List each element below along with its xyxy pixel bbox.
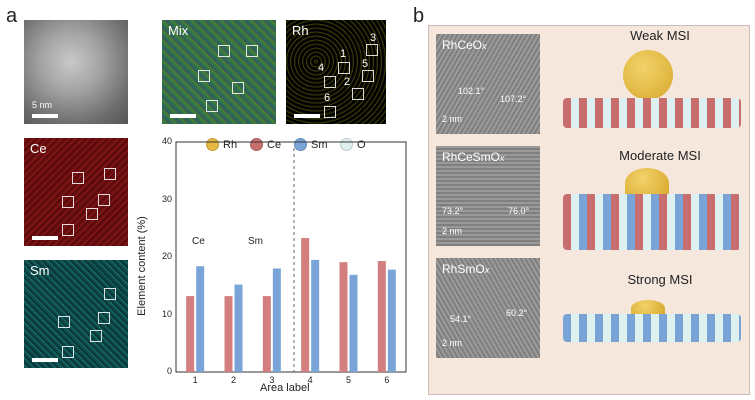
rh-box bbox=[338, 62, 350, 74]
tem-rhsmox: RhSmOx 54.1° 60.2° 2 nm bbox=[436, 258, 540, 358]
legend-o: O bbox=[340, 138, 366, 151]
stem-scale-text: 5 nm bbox=[32, 100, 53, 110]
mix-box bbox=[232, 82, 244, 94]
annotation-sm: Sm bbox=[248, 236, 263, 247]
rh-box bbox=[362, 70, 374, 82]
tem-rhsmox-label: RhSmOx bbox=[442, 262, 490, 276]
rh-label: Rh bbox=[292, 23, 309, 38]
rh-box-number: 4 bbox=[318, 62, 325, 74]
bar-sm-2 bbox=[234, 284, 243, 372]
bar-ce-1 bbox=[186, 296, 195, 372]
sm-box bbox=[62, 346, 74, 358]
rh-box-number: 2 bbox=[344, 76, 351, 88]
mix-scalebar bbox=[170, 114, 196, 118]
sm-box bbox=[58, 316, 70, 328]
tem-scale: 2 nm bbox=[442, 226, 463, 236]
tem-rhcesmox-label: RhCeSmOx bbox=[442, 150, 505, 164]
rh-box-number: 6 bbox=[324, 92, 331, 104]
y-tick-label: 20 bbox=[161, 251, 172, 261]
msi-moderate-label: Moderate MSI bbox=[619, 148, 701, 163]
sm-scalebar bbox=[32, 358, 58, 362]
rh-box-number: 5 bbox=[362, 58, 369, 70]
rh-box-number: 1 bbox=[340, 48, 347, 60]
ce-box bbox=[72, 172, 84, 184]
bar-ce-2 bbox=[224, 296, 233, 372]
bar-ce-6 bbox=[377, 261, 386, 372]
rh-box-number: 3 bbox=[370, 32, 377, 44]
bar-sm-1 bbox=[196, 266, 205, 372]
ce-box bbox=[104, 168, 116, 180]
moderate-msi-schematic bbox=[555, 164, 745, 254]
strong-msi-schematic bbox=[555, 288, 745, 358]
msi-strong-label: Strong MSI bbox=[627, 272, 693, 287]
angle-left: 54.1° bbox=[450, 314, 472, 324]
sm-box bbox=[104, 288, 116, 300]
rh-box bbox=[352, 88, 364, 100]
panel-b-letter: b bbox=[413, 5, 425, 27]
y-axis-label: Element content (%) bbox=[136, 216, 148, 316]
sm-box bbox=[98, 312, 110, 324]
annotation-ce: Ce bbox=[192, 236, 205, 247]
rh-map: Rh 1 2 3 4 5 6 bbox=[286, 20, 386, 124]
bar-sm-4 bbox=[311, 259, 320, 372]
tem-rhceox-label: RhCeOx bbox=[442, 38, 487, 52]
bar-sm-3 bbox=[272, 268, 281, 372]
weak-msi-schematic bbox=[555, 44, 745, 136]
mix-box bbox=[206, 100, 218, 112]
tem-rhcesmox: RhCeSmOx 73.2° 76.0° 2 nm bbox=[436, 146, 540, 246]
stem-scalebar bbox=[32, 114, 58, 118]
y-tick-label: 0 bbox=[166, 366, 172, 376]
sm-map: Sm bbox=[24, 260, 128, 368]
sm-box bbox=[90, 330, 102, 342]
bar-sm-6 bbox=[387, 269, 396, 372]
ce-scalebar bbox=[32, 236, 58, 240]
plot-frame bbox=[175, 141, 407, 373]
x-tick-label: 1 bbox=[192, 375, 198, 385]
ce-map: Ce bbox=[24, 138, 128, 246]
ce-box bbox=[98, 194, 110, 206]
angle-left: 73.2° bbox=[442, 206, 464, 216]
x-tick-label: 3 bbox=[269, 375, 275, 385]
angle-left: 102.1° bbox=[458, 86, 485, 96]
ce-box bbox=[86, 208, 98, 220]
ce-box bbox=[62, 196, 74, 208]
x-tick-label: 5 bbox=[345, 375, 351, 385]
ce-box bbox=[62, 224, 74, 236]
x-tick-label: 4 bbox=[307, 375, 313, 385]
y-tick-label: 30 bbox=[161, 193, 172, 204]
bar-ce-5 bbox=[339, 262, 348, 372]
bar-ce-4 bbox=[301, 238, 310, 372]
y-tick-label: 10 bbox=[161, 308, 172, 319]
rh-box bbox=[324, 106, 336, 118]
x-axis-label: Area label bbox=[260, 382, 310, 394]
rh-box bbox=[366, 44, 378, 56]
mix-label: Mix bbox=[168, 23, 189, 38]
tem-rhceox: RhCeOx 102.1° 107.2° 2 nm bbox=[436, 34, 540, 134]
msi-weak-label: Weak MSI bbox=[630, 28, 690, 43]
mix-box bbox=[218, 45, 230, 57]
tem-scale: 2 nm bbox=[442, 338, 463, 348]
element-content-chart: Rh Ce Sm O Element content (%) Area labe… bbox=[130, 132, 420, 400]
y-tick-label: 40 bbox=[161, 136, 172, 146]
bar-ce-3 bbox=[262, 296, 271, 372]
rh-box bbox=[324, 76, 336, 88]
ce-label: Ce bbox=[30, 141, 47, 156]
angle-right: 107.2° bbox=[500, 94, 527, 104]
angle-right: 60.2° bbox=[506, 308, 528, 318]
x-tick-label: 6 bbox=[384, 375, 390, 385]
mix-box bbox=[246, 45, 258, 57]
sm-label: Sm bbox=[30, 263, 50, 278]
mix-box bbox=[198, 70, 210, 82]
rh-scalebar bbox=[294, 114, 320, 118]
bar-sm-5 bbox=[349, 274, 358, 372]
bar-chart-svg bbox=[175, 141, 407, 373]
tem-scale: 2 nm bbox=[442, 114, 463, 124]
x-tick-label: 2 bbox=[230, 375, 236, 385]
stem-image: 5 nm bbox=[24, 20, 128, 124]
panel-a-letter: a bbox=[6, 5, 18, 27]
angle-right: 76.0° bbox=[508, 206, 530, 216]
mix-map: Mix bbox=[162, 20, 276, 124]
legend-o-label: O bbox=[357, 138, 366, 151]
